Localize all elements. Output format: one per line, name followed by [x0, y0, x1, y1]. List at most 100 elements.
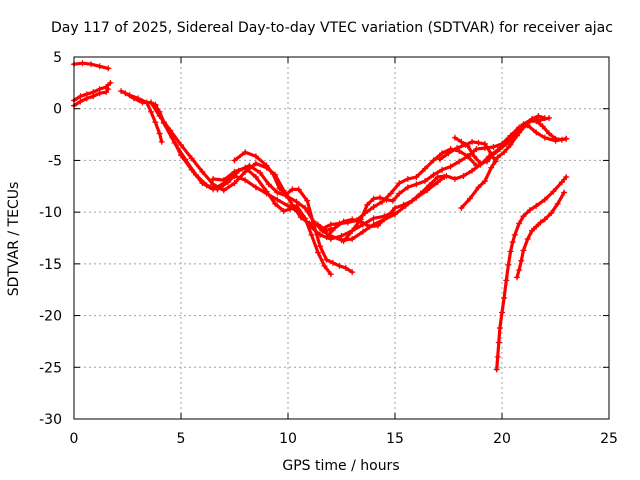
data-point-marker	[263, 188, 270, 195]
data-point-marker	[282, 191, 289, 198]
data-point-marker	[458, 205, 465, 212]
data-point-marker	[554, 200, 561, 207]
data-point-marker	[451, 176, 458, 183]
data-point-marker	[475, 139, 482, 146]
data-point-marker	[496, 146, 503, 153]
data-point-marker	[503, 277, 510, 284]
data-point-marker	[550, 188, 557, 195]
data-point-marker	[520, 124, 527, 131]
data-point-marker	[445, 150, 452, 157]
data-point-marker	[421, 165, 428, 172]
data-point-marker	[520, 247, 527, 254]
y-tick-label: -5	[48, 153, 62, 169]
data-point-marker	[436, 156, 443, 163]
data-point-marker	[396, 190, 403, 197]
data-point-marker	[541, 216, 548, 223]
data-point-marker	[359, 228, 366, 235]
data-point-marker	[392, 205, 398, 212]
data-point-marker	[156, 130, 163, 137]
y-tick-label: -15	[39, 257, 62, 273]
data-point-marker	[220, 177, 227, 184]
data-point-marker	[327, 271, 334, 278]
x-tick-label: 15	[386, 431, 404, 447]
data-point-marker	[188, 155, 195, 162]
data-point-marker	[389, 197, 396, 204]
data-point-marker	[105, 86, 112, 93]
data-point-marker	[349, 227, 356, 234]
data-point-marker	[246, 162, 253, 169]
data-point-marker	[274, 189, 281, 196]
data-point-marker	[434, 173, 441, 180]
data-point-marker	[323, 233, 330, 240]
series-track-6	[148, 99, 334, 234]
data-point-marker	[152, 101, 159, 108]
data-point-marker	[528, 227, 535, 234]
data-point-marker	[501, 294, 508, 301]
data-point-marker	[516, 267, 523, 274]
series-line	[119, 89, 164, 144]
data-point-marker	[494, 353, 501, 360]
data-point-marker	[105, 65, 112, 72]
data-point-marker	[539, 123, 546, 130]
data-point-marker	[152, 119, 159, 126]
data-point-marker	[118, 88, 125, 95]
data-point-marker	[392, 211, 398, 218]
data-point-marker	[265, 181, 272, 188]
y-tick-label: 0	[53, 102, 62, 118]
data-point-marker	[321, 262, 328, 269]
data-point-marker	[327, 221, 334, 228]
data-point-marker	[533, 118, 540, 125]
data-point-marker	[447, 163, 454, 170]
y-tick-label: 5	[53, 50, 62, 66]
data-point-marker	[231, 157, 238, 164]
data-point-marker	[396, 180, 403, 187]
data-point-marker	[535, 112, 542, 119]
data-point-marker	[426, 182, 433, 189]
plot-frame	[73, 56, 610, 420]
data-point-marker	[231, 180, 238, 187]
data-point-marker	[182, 156, 189, 163]
data-point-marker	[103, 89, 110, 96]
data-point-marker	[501, 149, 508, 156]
data-point-marker	[469, 167, 476, 174]
data-point-marker	[439, 150, 446, 157]
data-point-marker	[469, 138, 476, 145]
data-point-marker	[404, 184, 411, 191]
y-tick-label: -25	[39, 360, 62, 376]
y-tick-labels: 5 0 -5 -10 -15 -20 -25 -30	[39, 50, 62, 428]
data-point-marker	[79, 60, 86, 67]
data-point-marker	[541, 196, 548, 203]
x-tick-label: 5	[177, 431, 186, 447]
data-point-marker	[88, 61, 95, 68]
data-point-marker	[495, 339, 502, 346]
data-point-marker	[90, 93, 97, 100]
data-point-marker	[160, 120, 167, 127]
data-point-marker	[263, 162, 270, 169]
x-tick-label: 25	[600, 431, 618, 447]
data-point-marker	[484, 158, 491, 165]
data-point-marker	[349, 236, 356, 243]
data-point-marker	[524, 236, 531, 243]
data-point-marker	[458, 138, 465, 145]
data-point-marker	[370, 203, 377, 210]
data-point-marker	[329, 259, 336, 266]
data-point-marker	[518, 257, 525, 264]
data-point-marker	[293, 202, 300, 209]
data-point-marker	[507, 132, 514, 139]
data-point-marker	[507, 141, 514, 148]
data-point-marker	[466, 195, 473, 202]
data-point-marker	[509, 239, 516, 246]
data-point-marker	[336, 262, 343, 269]
data-point-marker	[148, 99, 155, 106]
y-tick-label: -10	[39, 205, 62, 221]
data-point-marker	[199, 168, 206, 175]
data-point-marker	[488, 164, 495, 171]
data-point-marker	[546, 130, 553, 137]
data-point-marker	[471, 153, 478, 160]
data-point-marker	[148, 108, 155, 115]
series-track-8	[210, 164, 334, 278]
data-point-marker	[242, 164, 249, 171]
data-point-marker	[443, 172, 450, 179]
data-point-marker	[513, 132, 520, 139]
